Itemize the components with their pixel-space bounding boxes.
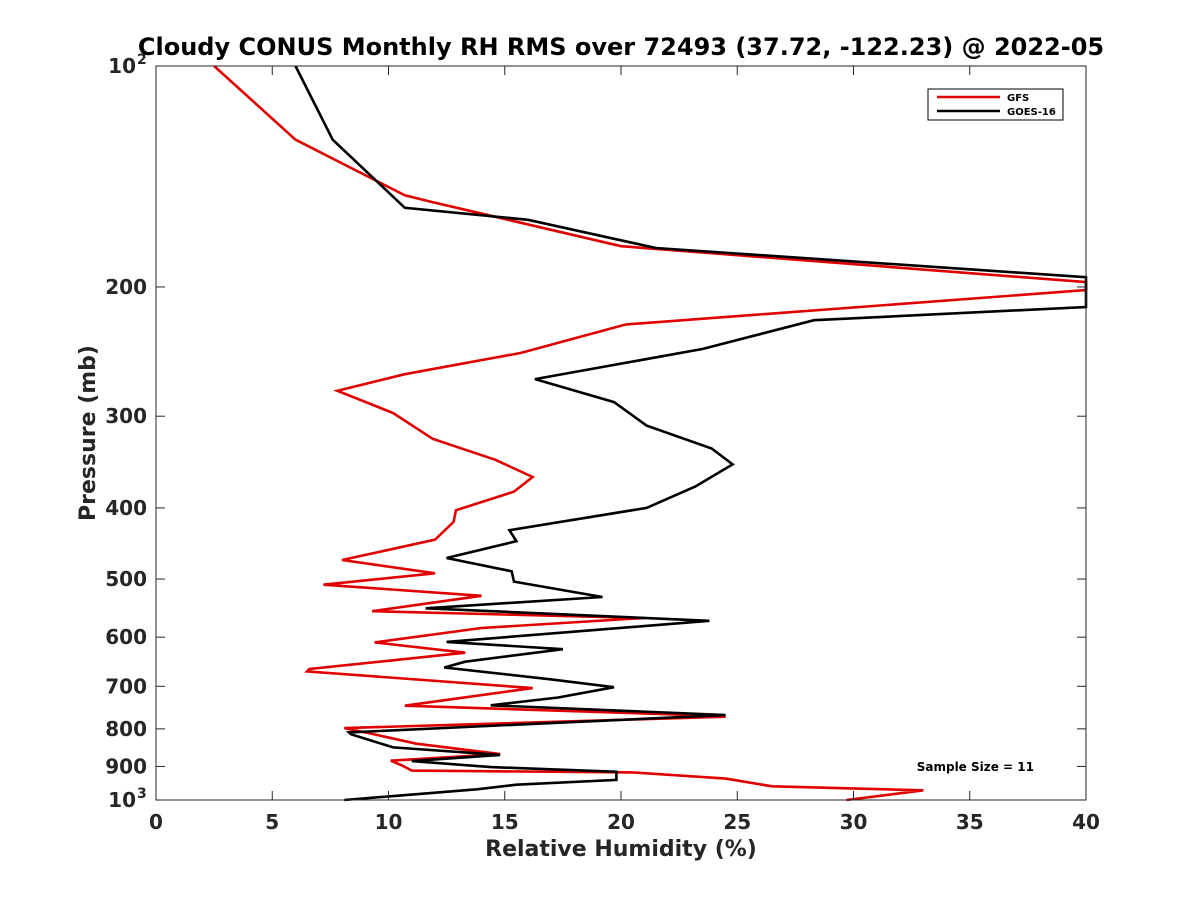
legend: GFS GOES-16: [927, 88, 1064, 121]
x-axis-label: Relative Humidity (%): [485, 837, 757, 862]
x-tick-label: 10: [375, 810, 403, 834]
y-tick-label: 200: [105, 275, 147, 299]
x-tick-label: 15: [491, 810, 519, 834]
y-tick-exponent: 2: [137, 52, 147, 68]
x-tick-label: 0: [149, 810, 163, 834]
plot-series: [213, 65, 1088, 802]
y-tick-label: 800: [105, 717, 147, 741]
x-tick-label: 30: [840, 810, 868, 834]
y-axis-label: Pressure (mb): [76, 345, 101, 521]
x-tick-label: 20: [607, 810, 635, 834]
series-line-goes-16: [294, 65, 1088, 802]
x-tick-label: 40: [1072, 810, 1100, 834]
legend-entry: GOES-16: [1007, 107, 1056, 118]
chart-title: Cloudy CONUS Monthly RH RMS over 72493 (…: [138, 33, 1104, 61]
y-tick-label: 400: [105, 496, 147, 520]
y-tick-label: 900: [105, 754, 147, 778]
sample-size-annotation: Sample Size = 11: [917, 760, 1034, 774]
x-tick-label: 35: [956, 810, 984, 834]
y-tick-exponent: 3: [137, 786, 147, 802]
y-tick-label: 600: [105, 625, 147, 649]
y-tick-label: 10: [108, 788, 136, 812]
y-tick-label: 500: [105, 567, 147, 591]
series-line-gfs: [213, 65, 1088, 802]
legend-box: [927, 88, 1064, 121]
y-tick-label: 300: [105, 404, 147, 428]
y-tick-label: 700: [105, 674, 147, 698]
legend-entry: GFS: [1007, 93, 1029, 104]
x-axis: 0 5 10 15 20 25 30 35 40: [149, 66, 1100, 834]
x-tick-label: 25: [723, 810, 751, 834]
x-tick-label: 5: [265, 810, 279, 834]
y-tick-label: 10: [108, 54, 136, 78]
